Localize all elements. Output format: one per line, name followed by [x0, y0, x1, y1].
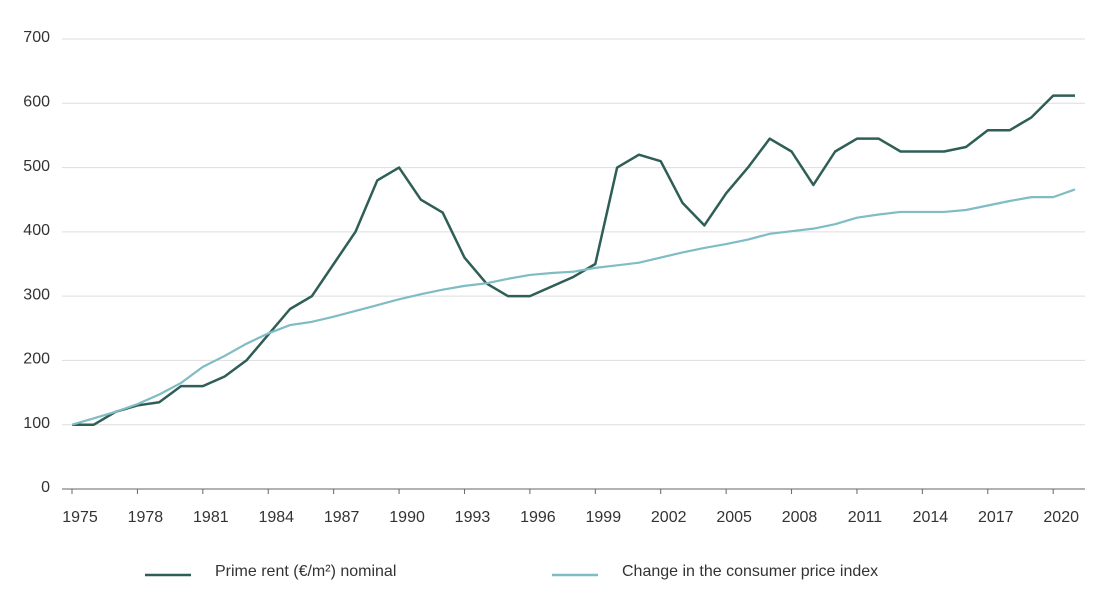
- x-tick-label: 2014: [913, 509, 949, 526]
- x-tick-label: 1984: [258, 509, 294, 526]
- x-tick-label: 2002: [651, 509, 687, 526]
- y-tick-label: 300: [23, 286, 50, 303]
- legend-label: Change in the consumer price index: [622, 563, 878, 580]
- x-tick-label: 1996: [520, 509, 556, 526]
- x-tick-label: 2008: [782, 509, 818, 526]
- y-tick-label: 0: [41, 479, 50, 496]
- x-tick-label: 1987: [324, 509, 360, 526]
- x-tick-label: 1978: [128, 509, 164, 526]
- y-tick-label: 500: [23, 158, 50, 175]
- x-tick-label: 1975: [62, 509, 98, 526]
- x-tick-label: 2011: [848, 509, 883, 526]
- x-tick-label: 1981: [193, 509, 229, 526]
- series-line: [71, 188, 1076, 426]
- x-tick-label: 1993: [455, 509, 491, 526]
- x-tick-label: 1990: [389, 509, 425, 526]
- y-tick-label: 600: [23, 94, 50, 111]
- y-tick-label: 200: [23, 351, 50, 368]
- x-tick-label: 1999: [586, 509, 622, 526]
- x-tick-label: 2017: [978, 509, 1014, 526]
- y-tick-label: 100: [23, 415, 50, 432]
- x-tick-label: 2020: [1043, 509, 1079, 526]
- series-line: [72, 94, 1075, 426]
- legend-label: Prime rent (€/m²) nominal: [215, 563, 396, 580]
- y-tick-label: 700: [23, 29, 50, 46]
- x-tick-label: 2005: [716, 509, 752, 526]
- y-tick-label: 400: [23, 222, 50, 239]
